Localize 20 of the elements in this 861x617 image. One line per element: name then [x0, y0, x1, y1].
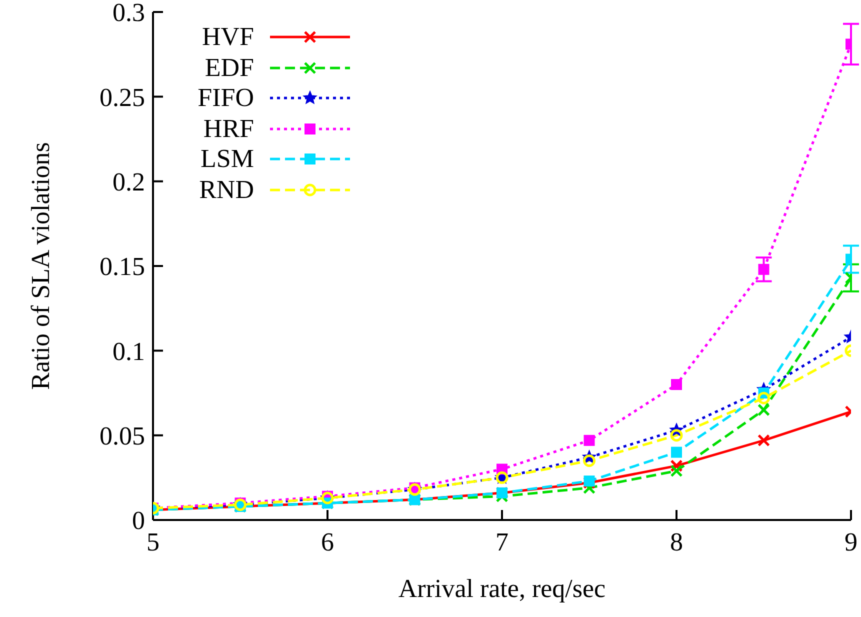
x-tick-label: 8	[670, 527, 683, 556]
y-axis-title: Ratio of SLA violations	[26, 142, 56, 390]
y-tick-label: 0.05	[100, 422, 145, 451]
legend-label: EDF	[204, 52, 254, 83]
legend-label: FIFO	[196, 83, 254, 114]
legend-label: HRF	[202, 114, 254, 144]
x-tick-label: 6	[321, 527, 334, 556]
x-axis-title: Arrival rate, req/sec	[398, 574, 606, 603]
y-tick-label: 0.25	[100, 82, 145, 112]
x-tick-label: 9	[844, 527, 858, 556]
y-tick-label: 0	[132, 506, 145, 536]
y-tick-label: 0.1	[112, 336, 145, 366]
legend-label: HVF	[200, 22, 254, 52]
y-tick-label: 0.15	[100, 252, 145, 282]
y-tick-label: 0.3	[112, 0, 145, 28]
x-tick-label: 7	[496, 527, 508, 556]
y-tick-label: 0.2	[112, 168, 145, 197]
x-tick-label: 5	[146, 527, 160, 556]
legend-label: LSM	[200, 144, 254, 174]
legend-label: RND	[198, 174, 254, 205]
